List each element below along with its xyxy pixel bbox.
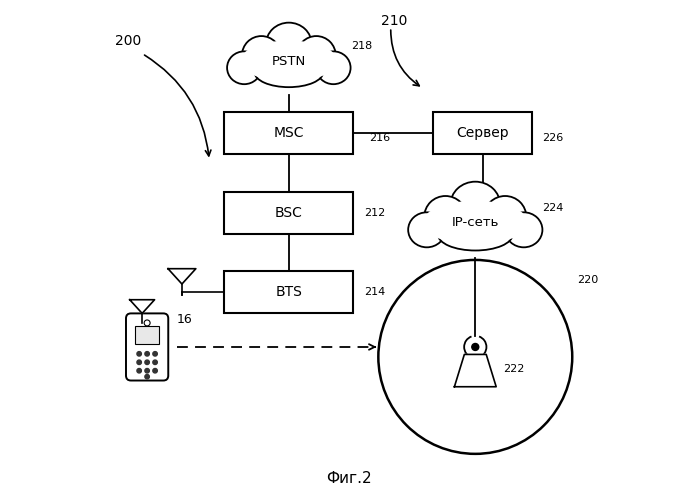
Ellipse shape	[408, 212, 445, 248]
Text: 218: 218	[351, 41, 372, 51]
Text: BSC: BSC	[275, 206, 302, 220]
Text: 216: 216	[369, 133, 390, 143]
Ellipse shape	[229, 31, 349, 91]
Circle shape	[144, 320, 150, 326]
Text: 214: 214	[364, 288, 385, 298]
Text: Сервер: Сервер	[457, 126, 509, 140]
FancyBboxPatch shape	[224, 192, 353, 234]
Ellipse shape	[242, 36, 281, 75]
Text: IP-сеть: IP-сеть	[452, 216, 499, 229]
Ellipse shape	[424, 196, 466, 237]
FancyBboxPatch shape	[433, 112, 533, 154]
Text: 224: 224	[542, 202, 564, 212]
Circle shape	[145, 360, 149, 364]
Text: 226: 226	[542, 133, 563, 143]
Text: MSC: MSC	[274, 126, 304, 140]
FancyBboxPatch shape	[126, 314, 168, 380]
Text: 210: 210	[381, 14, 407, 28]
Text: 220: 220	[577, 275, 599, 285]
Circle shape	[137, 360, 141, 364]
Ellipse shape	[240, 40, 337, 82]
Polygon shape	[454, 354, 496, 386]
Circle shape	[145, 352, 149, 356]
Text: Фиг.2: Фиг.2	[325, 471, 372, 486]
Circle shape	[472, 344, 479, 350]
Text: 212: 212	[364, 208, 385, 218]
Ellipse shape	[316, 52, 351, 84]
Ellipse shape	[266, 22, 312, 66]
Circle shape	[145, 374, 149, 379]
Circle shape	[137, 368, 141, 373]
Text: 222: 222	[503, 364, 524, 374]
Ellipse shape	[450, 182, 500, 228]
Ellipse shape	[484, 196, 526, 237]
Ellipse shape	[438, 218, 512, 250]
Ellipse shape	[422, 201, 528, 244]
Ellipse shape	[254, 58, 323, 87]
FancyBboxPatch shape	[224, 271, 353, 314]
FancyBboxPatch shape	[135, 326, 159, 344]
Ellipse shape	[505, 212, 542, 248]
Polygon shape	[130, 300, 155, 314]
Circle shape	[153, 368, 158, 373]
Text: PSTN: PSTN	[272, 54, 306, 68]
Circle shape	[145, 368, 149, 373]
FancyBboxPatch shape	[224, 112, 353, 154]
Ellipse shape	[297, 36, 336, 75]
Circle shape	[137, 352, 141, 356]
Polygon shape	[168, 268, 196, 284]
Ellipse shape	[410, 191, 541, 254]
Text: BTS: BTS	[275, 286, 302, 300]
Circle shape	[153, 352, 158, 356]
Circle shape	[153, 360, 158, 364]
Text: 16: 16	[177, 313, 192, 326]
Text: 200: 200	[115, 34, 141, 48]
Ellipse shape	[227, 52, 261, 84]
